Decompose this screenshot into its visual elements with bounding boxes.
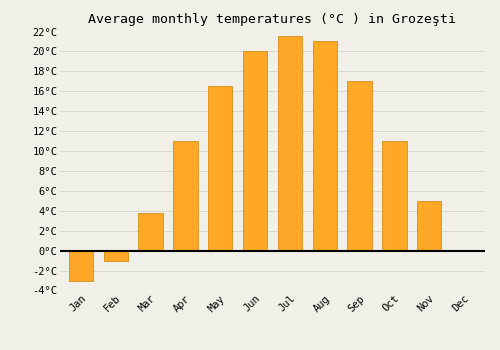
Bar: [417, 201, 442, 251]
Bar: [173, 141, 198, 251]
Bar: [348, 81, 372, 251]
Bar: [68, 251, 93, 281]
Bar: [278, 36, 302, 251]
Bar: [138, 213, 163, 251]
Bar: [312, 41, 337, 251]
Bar: [382, 141, 406, 251]
Bar: [104, 251, 128, 261]
Title: Average monthly temperatures (°C ) in Grozeşti: Average monthly temperatures (°C ) in Gr…: [88, 13, 456, 26]
Bar: [208, 86, 233, 251]
Bar: [243, 51, 268, 251]
